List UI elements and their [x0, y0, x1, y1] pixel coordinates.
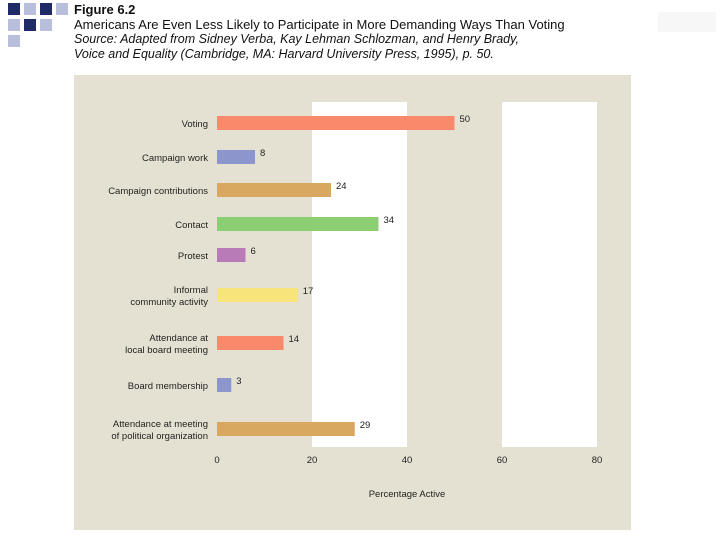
bar-3: [217, 217, 379, 231]
category-label: Contact: [175, 220, 208, 231]
plot-band-20-40: [312, 102, 407, 447]
chart-panel: Voting 50 Campaign work 8 Campaign contribut…: [74, 75, 631, 530]
square-light: [40, 19, 52, 31]
square-light: [56, 3, 68, 15]
figure-source-line-1: Source: Adapted from Sidney Verba, Kay L…: [74, 32, 519, 46]
value-label: 34: [384, 215, 395, 226]
category-label: community activity: [130, 297, 208, 308]
square-light: [24, 3, 36, 15]
value-label: 50: [460, 114, 471, 125]
category-label: Campaign contributions: [108, 186, 208, 197]
square-light: [8, 19, 20, 31]
bar-chart: Voting 50 Campaign work 8 Campaign contribut…: [108, 102, 603, 500]
square-dark: [40, 3, 52, 15]
category-label: local board meeting: [125, 345, 208, 356]
bar-6: [217, 336, 284, 350]
value-label: 17: [303, 286, 314, 297]
category-label: Board membership: [128, 381, 208, 392]
category-label: Voting: [182, 119, 208, 130]
x-tick-label: 80: [592, 455, 603, 466]
category-label: Campaign work: [142, 153, 208, 164]
square-light: [8, 35, 20, 47]
header-accent: [658, 12, 716, 32]
bar-2: [217, 183, 331, 197]
figure-title: Americans Are Even Less Likely to Partic…: [74, 17, 565, 32]
bar-0: [217, 116, 455, 130]
x-axis-label: Percentage Active: [369, 489, 446, 500]
category-label: Protest: [178, 251, 208, 262]
value-label: 29: [360, 420, 371, 431]
figure-label: Figure 6.2: [74, 2, 136, 17]
value-label: 6: [251, 246, 256, 257]
x-tick-label: 60: [497, 455, 508, 466]
value-label: 3: [236, 376, 241, 387]
square-dark: [8, 3, 20, 15]
bar-8: [217, 422, 355, 436]
bar-4: [217, 248, 246, 262]
category-label: of political organization: [111, 431, 208, 442]
plot-band-60-80: [502, 102, 597, 447]
x-tick-label: 40: [402, 455, 413, 466]
category-label: Attendance at meeting: [113, 419, 208, 430]
bar-5: [217, 288, 298, 302]
value-label: 8: [260, 148, 265, 159]
value-label: 14: [289, 334, 300, 345]
x-tick-label: 0: [214, 455, 219, 466]
decorative-squares: [0, 0, 70, 50]
value-label: 24: [336, 181, 347, 192]
figure-source-line-2: Voice and Equality (Cambridge, MA: Harva…: [74, 47, 494, 61]
x-tick-label: 20: [307, 455, 318, 466]
square-dark: [24, 19, 36, 31]
bar-1: [217, 150, 255, 164]
category-label: Informal: [174, 285, 208, 296]
figure-header: Figure 6.2 Americans Are Even Less Likel…: [74, 2, 714, 62]
category-label: Attendance at: [149, 333, 208, 344]
bar-7: [217, 378, 232, 392]
